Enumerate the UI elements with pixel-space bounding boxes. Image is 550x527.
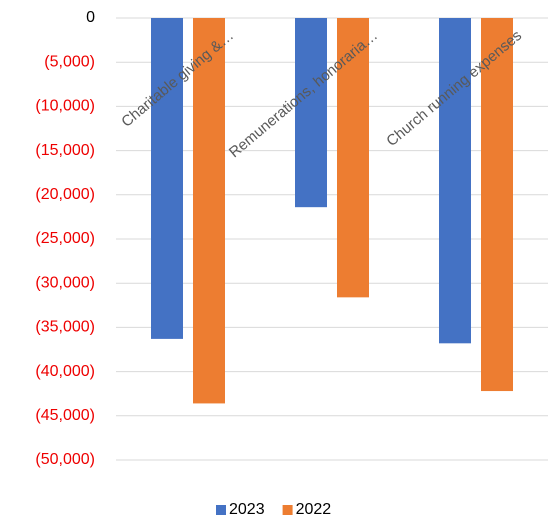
y-tick-label: (5,000)	[44, 53, 95, 70]
bar	[295, 18, 327, 208]
bar	[193, 18, 225, 404]
y-tick-label: (40,000)	[35, 363, 95, 380]
y-tick-label: (15,000)	[35, 142, 95, 159]
bar	[151, 18, 183, 339]
legend-label: 2022	[296, 501, 332, 518]
y-tick-label: (25,000)	[35, 230, 95, 247]
legend-swatch	[282, 505, 293, 515]
legend-swatch	[216, 505, 226, 515]
y-tick-label: (50,000)	[35, 451, 95, 468]
bar	[439, 18, 471, 344]
y-tick-label: (30,000)	[35, 274, 95, 291]
y-tick-label: (45,000)	[35, 407, 95, 424]
legend-label: 2023	[229, 501, 265, 518]
y-tick-label: 0	[86, 9, 95, 26]
bar	[337, 18, 369, 298]
y-tick-label: (10,000)	[35, 98, 95, 115]
bar	[481, 18, 513, 392]
y-tick-label: (35,000)	[35, 319, 95, 336]
y-tick-label: (20,000)	[35, 186, 95, 203]
